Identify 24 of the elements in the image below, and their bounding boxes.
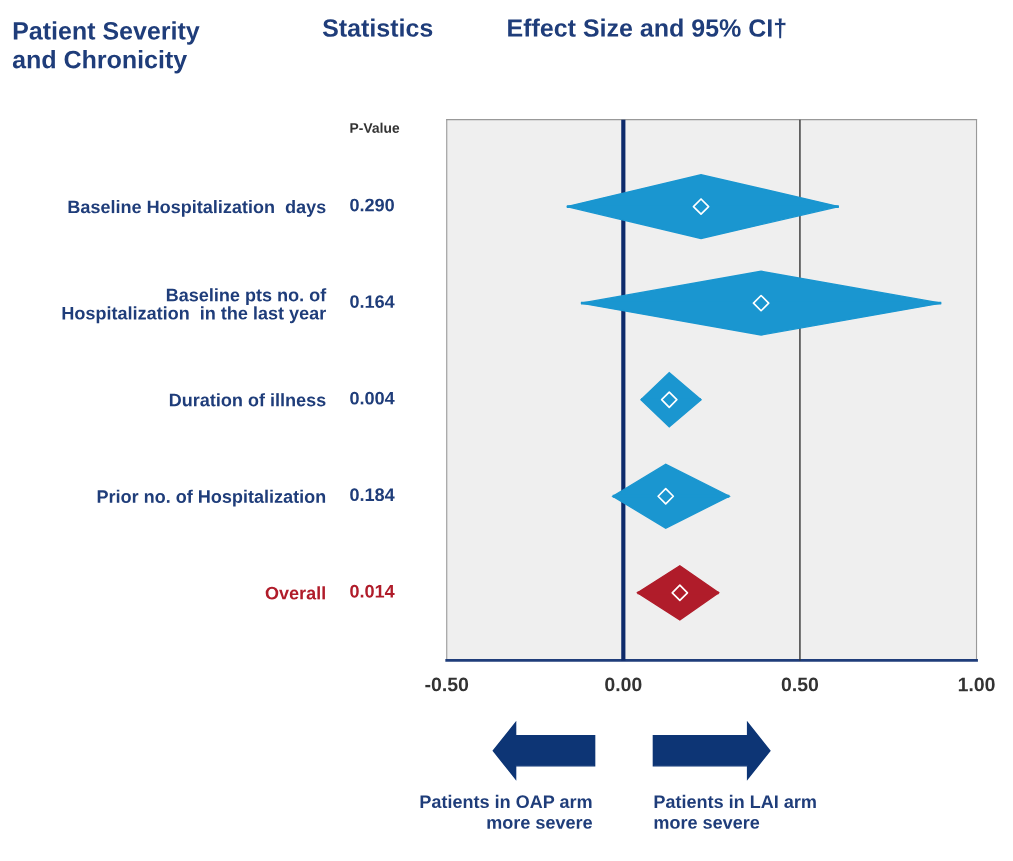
x-tick-label: 0.00 bbox=[605, 677, 642, 692]
y2-tick-label: 0.184 bbox=[350, 488, 395, 502]
chart-title: Effect Size and 95% CI† bbox=[508, 18, 786, 39]
x-tick-label: 1.00 bbox=[958, 677, 995, 692]
y2-tick-label: 0.164 bbox=[350, 295, 395, 308]
text: Statistics bbox=[322, 18, 433, 37]
point bbox=[752, 294, 770, 312]
y-tick-label: Prior no. of Hospitalization bbox=[97, 489, 326, 507]
point bbox=[692, 198, 710, 216]
x-tick-label: -0.50 bbox=[425, 677, 469, 692]
y-tick-label: Duration of illness bbox=[169, 393, 326, 407]
y2-tick-label: 0.014 bbox=[350, 584, 395, 598]
text: Patients in LAI arm more severe bbox=[654, 794, 816, 829]
text: Patients in OAP arm more severe bbox=[420, 794, 592, 829]
y-tick-label: Baseline pts no. of Hospitalization in the last year bbox=[62, 288, 327, 324]
text: P-Value bbox=[350, 122, 400, 133]
text: Patient Severity and Chronicity bbox=[12, 21, 200, 74]
x-tick-label: 0.50 bbox=[781, 677, 819, 692]
y-tick-label: Overall bbox=[265, 586, 325, 600]
point bbox=[671, 584, 689, 602]
y2-tick-label: 0.004 bbox=[350, 391, 395, 405]
y2-tick-label: 0.290 bbox=[350, 198, 394, 212]
y-tick-label: Baseline Hospitalization days bbox=[68, 200, 326, 217]
point bbox=[657, 487, 675, 505]
